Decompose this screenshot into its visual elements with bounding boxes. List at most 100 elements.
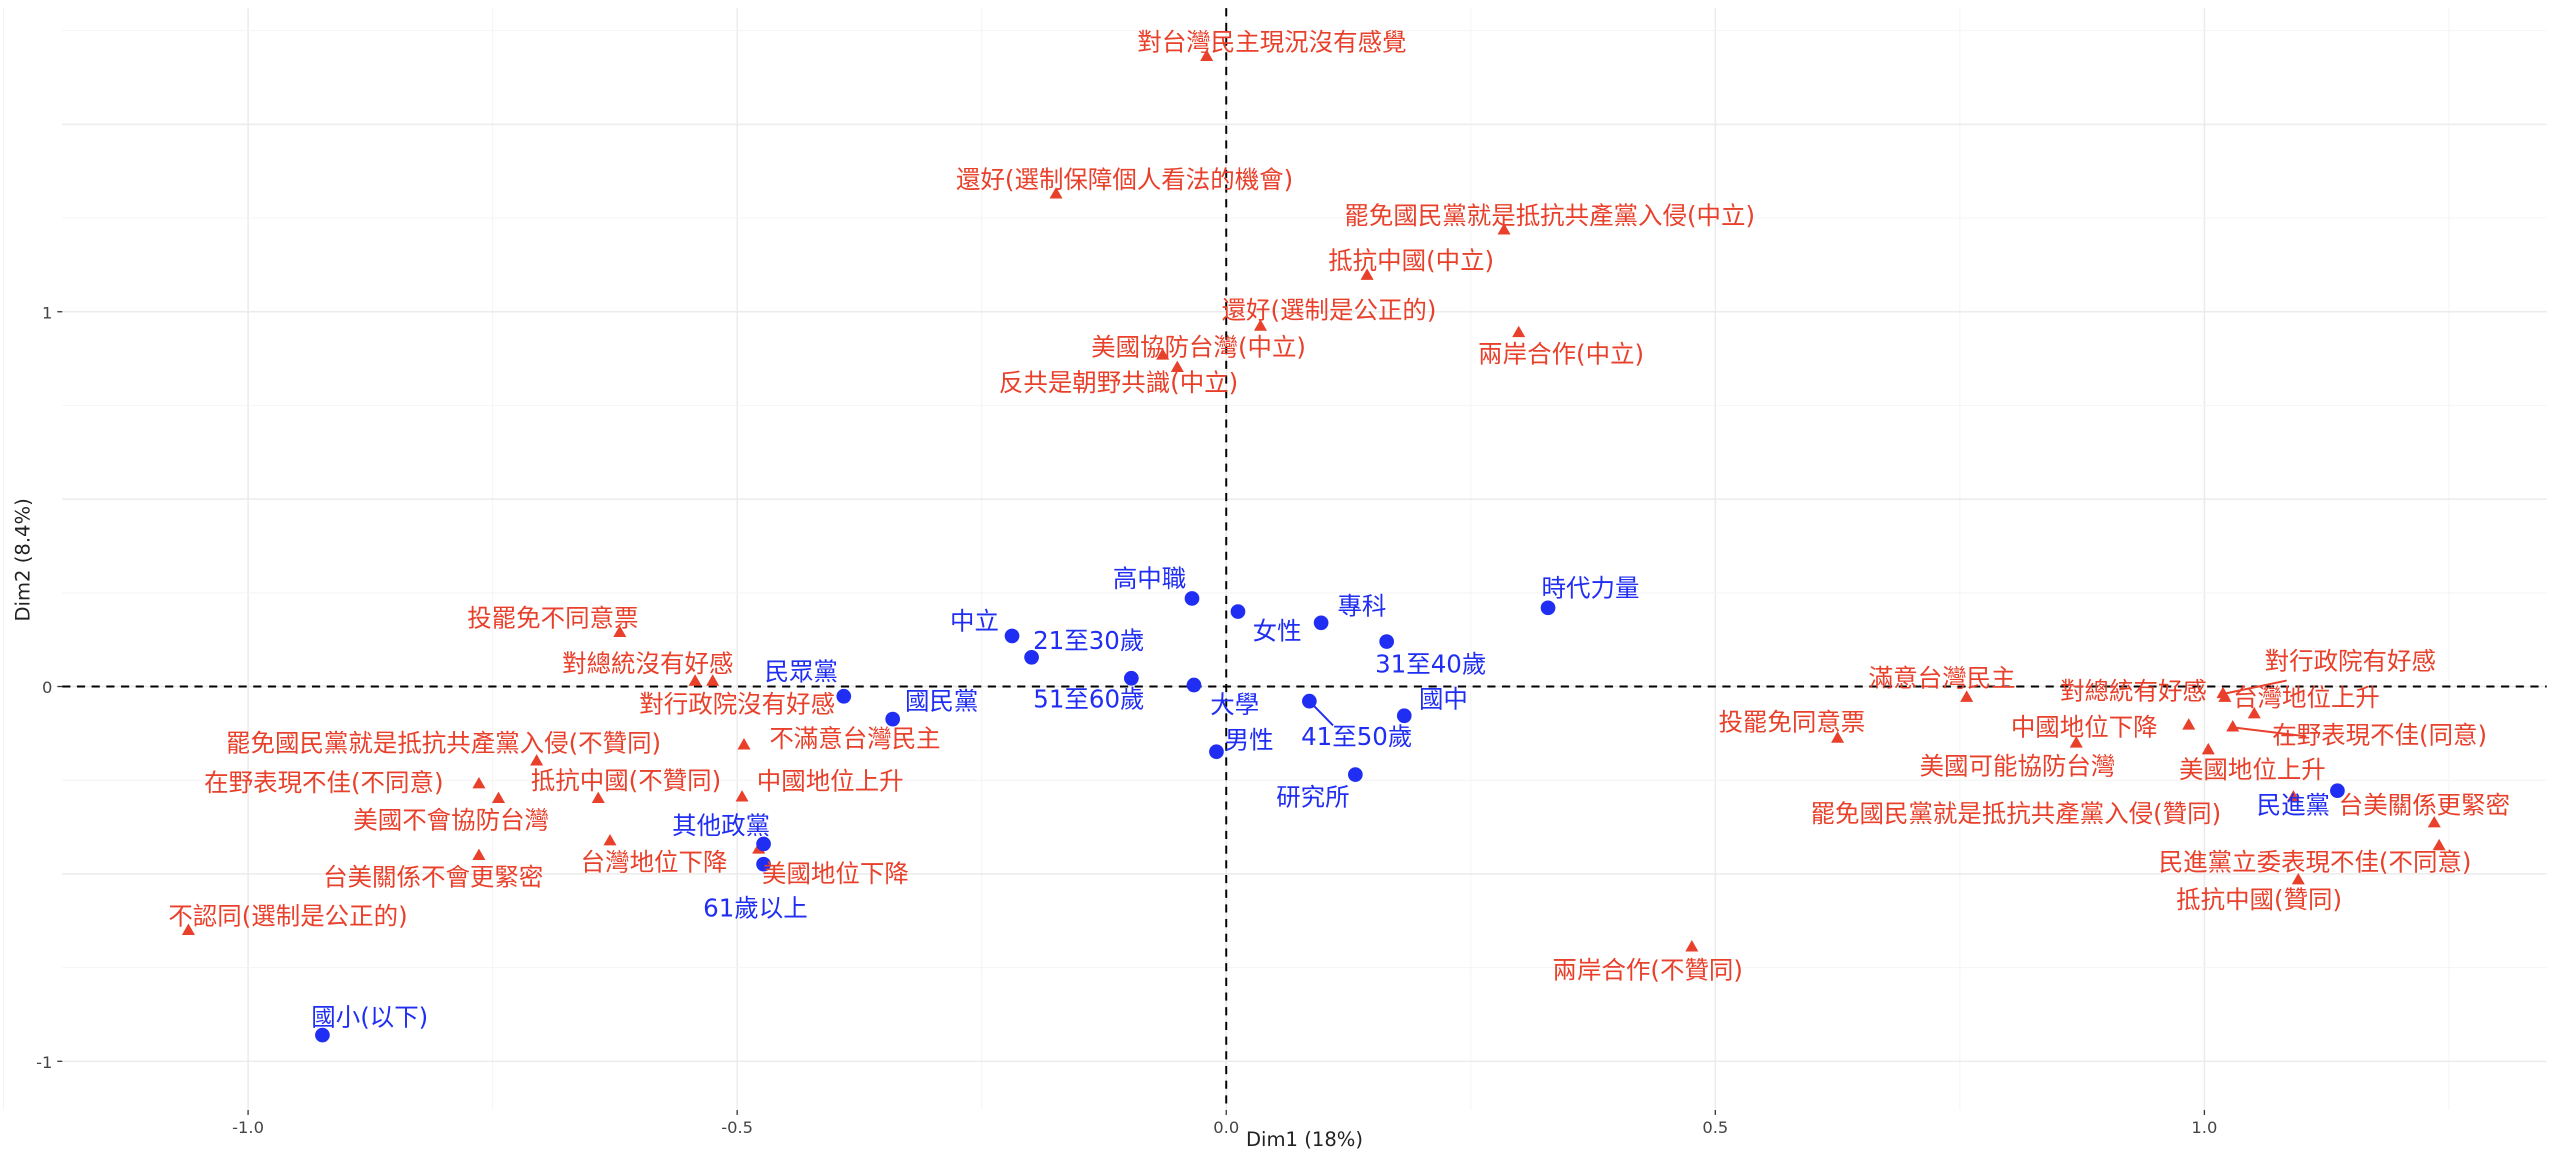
red-triangle-point xyxy=(1156,348,1170,360)
blue-point-label: 專科 xyxy=(1337,592,1386,621)
red-triangle-point xyxy=(1200,49,1214,61)
red-triangle-point xyxy=(2427,815,2441,828)
red-triangle-point xyxy=(1685,940,1699,952)
red-triangle-point xyxy=(2291,872,2305,885)
label-leader-line xyxy=(2232,726,2307,738)
blue-point-label: 31至40歲 xyxy=(1375,650,1486,679)
red-triangle-point xyxy=(613,625,627,638)
blue-point-label: 男性 xyxy=(1225,725,1274,754)
blue-point xyxy=(1348,767,1363,782)
red-point-label: 美國地位下降 xyxy=(762,859,909,888)
red-triangle-point xyxy=(2247,706,2261,719)
y-tick-label: -1 xyxy=(36,1053,52,1072)
red-triangle-point xyxy=(688,674,702,686)
blue-point xyxy=(1379,634,1394,649)
blue-point-label: 民眾黨 xyxy=(765,657,838,686)
red-point-label: 投罷免不同意票 xyxy=(467,603,638,632)
red-point-label: 對總統沒有好感 xyxy=(562,649,733,678)
label-leader-line xyxy=(2222,679,2287,695)
red-triangle-point xyxy=(2286,790,2300,802)
red-triangle-point xyxy=(603,833,617,846)
blue-point xyxy=(1313,615,1329,631)
red-triangle-point xyxy=(2432,838,2446,851)
red-triangle-point xyxy=(1049,187,1063,199)
blue-point-label: 時代力量 xyxy=(1542,573,1640,602)
red-point-label: 台美關係更緊密 xyxy=(2339,791,2510,820)
red-point-label: 民進黨立委表現不佳(不同意) xyxy=(2159,848,2472,877)
blue-point-label: 研究所 xyxy=(1276,783,1349,812)
red-triangle-point xyxy=(1497,223,1511,235)
x-tick-label: 0.5 xyxy=(1702,1118,1728,1137)
red-triangle-point xyxy=(737,738,751,750)
blue-point-label: 61歲以上 xyxy=(703,893,808,922)
red-point-label: 兩岸合作(不贊同) xyxy=(1553,955,1743,984)
blue-point xyxy=(1024,649,1039,665)
red-triangle-point xyxy=(2216,686,2230,699)
red-triangle-point xyxy=(2201,742,2215,755)
red-point-label: 美國協防台灣(中立) xyxy=(1091,333,1306,362)
blue-point-label: 大學 xyxy=(1210,690,1259,719)
red-point-label: 投罷免同意票 xyxy=(1718,707,1865,736)
red-point-label: 台灣地位下降 xyxy=(581,848,728,877)
red-triangle-point xyxy=(1360,268,1374,280)
blue-point xyxy=(1230,604,1246,619)
blue-point xyxy=(756,856,771,872)
blue-point-label: 民進黨 xyxy=(2257,791,2330,820)
red-point-label: 對總統有好感 xyxy=(2060,676,2207,705)
blue-point xyxy=(1184,591,1200,606)
red-point-label: 中國地位上升 xyxy=(757,766,904,795)
red-point-label: 罷免國民黨就是抵抗共產黨入侵(贊同) xyxy=(1811,799,2222,828)
x-tick-label: 0.0 xyxy=(1213,1118,1239,1137)
red-triangle-point xyxy=(530,754,544,766)
blue-point-label: 女性 xyxy=(1253,616,1302,645)
y-tick-label: 1 xyxy=(42,303,52,322)
red-point-label: 反共是朝野共識(中立) xyxy=(999,368,1238,397)
blue-point xyxy=(2330,783,2345,799)
red-point-label: 抵抗中國(中立) xyxy=(1328,246,1494,275)
red-triangle-point xyxy=(2226,720,2240,732)
blue-point xyxy=(836,688,852,704)
x-tick-label: 1.0 xyxy=(2191,1118,2217,1137)
red-point-label: 滿意台灣民主 xyxy=(1869,663,2016,692)
axis-ticks: -1.0 -0.5 0.0 0.5 1.0 1 0 -1 xyxy=(36,303,2217,1137)
red-point-label: 兩岸合作(中立) xyxy=(1478,339,1644,368)
red-triangle-point xyxy=(1960,690,1974,702)
red-triangle-point xyxy=(472,848,486,861)
red-triangle-point xyxy=(591,791,605,804)
blue-point-label: 國中 xyxy=(1419,685,1468,714)
red-triangle-point xyxy=(1512,325,1526,338)
data-points xyxy=(181,49,2446,1043)
red-point-label: 抵抗中國(贊同) xyxy=(2176,885,2342,914)
blue-point-label: 其他政黨 xyxy=(672,811,770,840)
blue-point-label: 41至50歲 xyxy=(1301,722,1412,751)
red-triangle-point xyxy=(472,776,486,789)
y-tick-label: 0 xyxy=(42,678,52,697)
reference-lines xyxy=(62,8,2547,1111)
red-triangle-point xyxy=(2069,736,2083,748)
red-triangle-point xyxy=(1170,360,1184,373)
blue-point xyxy=(315,1027,330,1043)
red-triangle-point xyxy=(181,923,195,935)
blue-point xyxy=(1124,670,1139,686)
red-triangle-point xyxy=(706,674,720,686)
x-axis-title: Dim1 (18%) xyxy=(1246,1128,1363,1151)
red-point-label: 台灣地位上升 xyxy=(2233,683,2380,712)
blue-point-label: 高中職 xyxy=(1113,564,1186,593)
blue-point xyxy=(1004,628,1020,644)
red-triangle-point xyxy=(2182,718,2196,730)
red-point-label: 不滿意台灣民主 xyxy=(769,724,940,753)
red-point-label: 美國地位上升 xyxy=(2179,755,2326,784)
red-point-label: 罷免國民黨就是抵抗共產黨入侵(中立) xyxy=(1344,201,1755,230)
red-point-label: 在野表現不佳(同意) xyxy=(2272,721,2487,750)
y-axis-title: Dim2 (8.4%) xyxy=(12,498,35,621)
red-point-label: 台美關係不會更緊密 xyxy=(323,862,543,891)
blue-point-label: 21至30歲 xyxy=(1033,626,1144,655)
red-triangle-point xyxy=(1831,731,1845,743)
red-point-label: 還好(選制是公正的) xyxy=(1222,296,1437,325)
blue-point-label: 中立 xyxy=(950,606,999,635)
red-point-label: 中國地位下降 xyxy=(2011,712,2158,741)
blue-point xyxy=(1540,600,1556,616)
blue-point-label: 國小(以下) xyxy=(311,1002,428,1031)
